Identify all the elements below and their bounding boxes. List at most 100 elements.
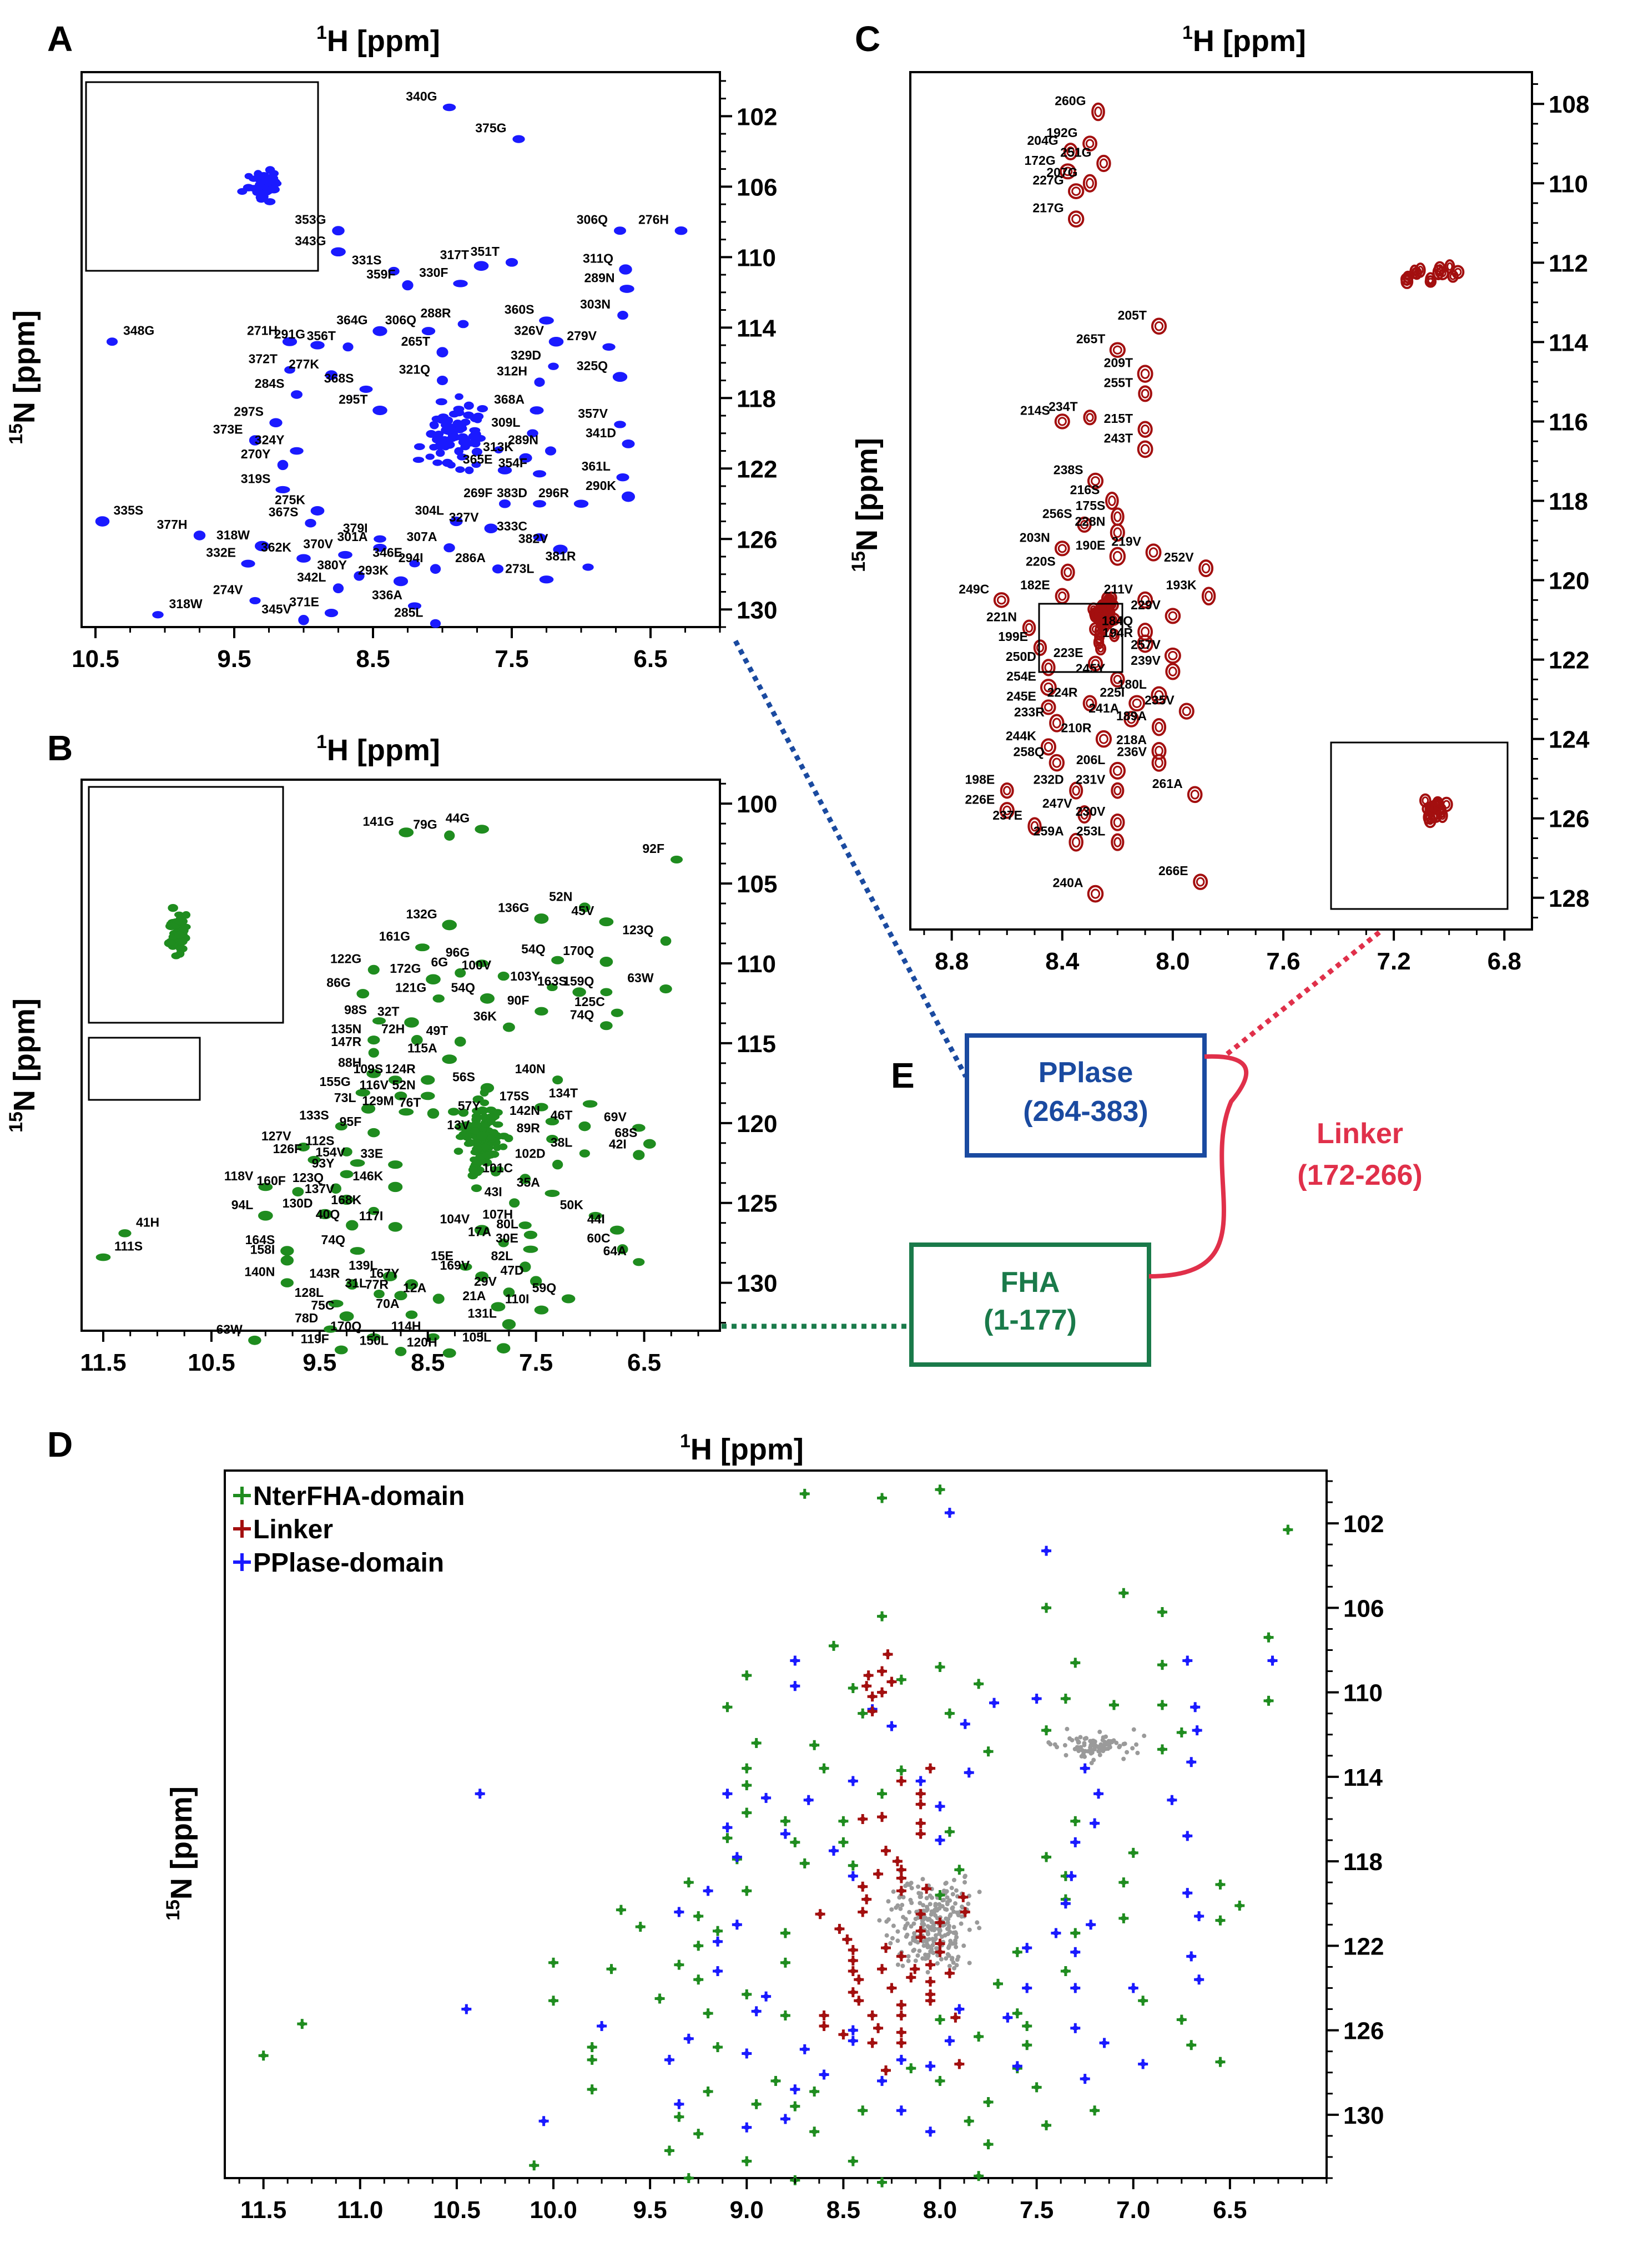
peak-contour-inner [1105,614,1111,622]
peak-contour [1187,786,1203,804]
peak-label: 240A [1053,876,1083,890]
overlay-marker-dot [844,1937,851,1942]
overlay-marker-dot [879,1669,886,1674]
pplase-domain-name: PPlase [1039,1057,1133,1089]
overlay-marker-dot [946,1711,953,1716]
peak-spot [471,447,482,456]
peak-spot [237,188,248,195]
overlay-grey-point [895,1938,900,1943]
overlay-grey-point [925,1924,930,1929]
overlay-marker-dot [792,1658,799,1663]
overlay-grey-point [945,1902,950,1907]
overlay-marker-dot [1062,1901,1069,1906]
overlay-marker-dot [676,1910,683,1915]
overlay-grey-point [943,1881,948,1886]
overlay-grey-point [949,1957,954,1962]
peak-spot [425,453,435,460]
peak-contour [1063,143,1078,161]
peak-spot [342,342,354,352]
overlay-grey-point [889,1907,894,1912]
peak-label: 68S [614,1125,637,1140]
peak-label: 172G [1024,153,1055,168]
peak-label: 234T [1049,399,1077,413]
peak-spot [476,1131,488,1141]
linker-name: Linker [1317,1118,1403,1150]
overlay-marker-dot [888,1724,895,1729]
peak-label: 217G [1032,201,1064,215]
peak-label: 184Q [1102,614,1133,628]
peak-contour-inner [1112,550,1122,562]
peak-label: 125C [574,994,605,1009]
peak-contour [1165,608,1181,624]
x-title-sup: 1 [1182,22,1193,43]
overlay-marker-dot [863,1897,870,1902]
peak-label: 52N [549,889,572,903]
peak-contour-inner [1446,262,1453,271]
overlay-marker-dot [836,1926,843,1931]
peak-contour [993,592,1010,608]
peak-label: 325Q [577,358,608,373]
peak-spot [393,576,409,587]
peak-spot [335,1122,347,1131]
overlay-grey-point [932,1938,937,1943]
peak-contour [1109,761,1126,780]
peak-label: 224R [1047,685,1078,699]
peak-spot [633,1150,645,1160]
peak-label: 75C [311,1298,334,1312]
y-tick-label: 122 [737,456,777,483]
peak-contour-inner [1155,757,1163,768]
peak-label: 117I [359,1209,384,1223]
peak-label: 343G [295,234,326,248]
peak-spot [492,564,504,574]
overlay-marker-dot [965,2119,972,2124]
peak-spot [622,439,635,448]
peak-label: 257V [1131,637,1161,651]
peak-spot [373,543,387,552]
peak-contour-inner [1052,718,1061,729]
peak-contour [1105,492,1119,510]
peak-label: 235V [1145,693,1175,708]
overlay-marker-dot [753,2009,760,2014]
peak-contour [1151,686,1167,705]
peak-label: 303N [580,297,611,311]
peak-spot [573,499,589,508]
overlay-grey-point [967,1927,972,1932]
peak-contour [1054,413,1070,430]
peak-contour-inner [1058,591,1067,601]
peak-label: 124R [385,1062,416,1076]
overlay-grey-point [915,1940,920,1945]
peak-spot [420,1092,435,1100]
peak-label: 256S [1042,506,1072,521]
overlay-marker-dot [883,2068,889,2073]
overlay-grey-point [937,1906,942,1911]
peak-spot [275,486,290,493]
peak-contour-inner [1113,837,1122,847]
x-title-sup: 1 [680,1431,690,1452]
peak-spot [442,103,456,112]
overlay-marker-dot [753,1740,760,1745]
peak-spot [491,1302,506,1312]
overlay-grey-point [952,1966,957,1971]
peak-contour-inner [1057,417,1067,426]
overlay-marker-dot [1196,1977,1203,1982]
overlay-grey-point [1088,1746,1093,1751]
overlay-marker-dot [917,1802,924,1807]
peak-contour-inner [1454,267,1462,276]
overlay-marker-dot [956,1867,963,1872]
peak-spot [523,1245,538,1253]
peak-label: 354F [498,456,527,470]
peak-label: 190E [1076,538,1106,553]
peak-label: 172G [390,961,421,976]
peak-spot [443,427,454,435]
overlay-marker-dot [965,1770,972,1775]
peak-label: 104V [440,1212,470,1226]
peak-contour [1091,102,1105,122]
overlay-marker-dot [936,1920,944,1925]
overlay-marker-dot [1193,1728,1201,1733]
peak-label: 33E [360,1146,383,1161]
overlay-marker-dot [936,1487,944,1492]
overlay-marker-dot [975,2174,982,2179]
peak-contour-inner [1086,413,1094,422]
overlay-marker-dot [1168,1797,1176,1802]
peak-spot [429,443,438,451]
